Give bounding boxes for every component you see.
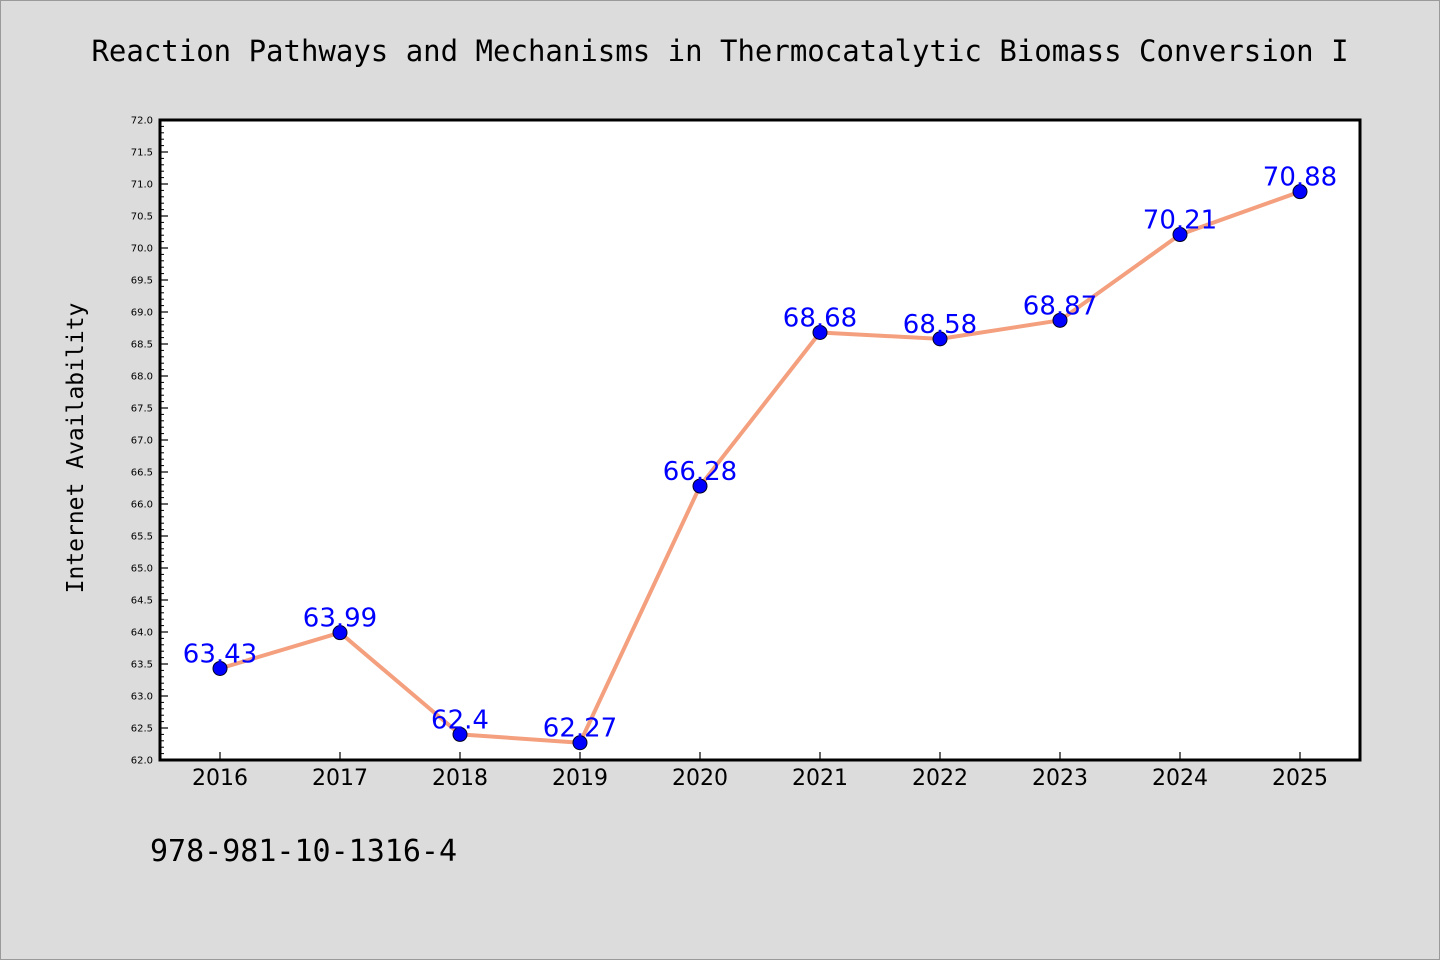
x-tick-label: 2021 <box>792 766 848 791</box>
data-label: 66.28 <box>663 457 737 487</box>
chart-title: Reaction Pathways and Mechanisms in Ther… <box>91 34 1349 68</box>
y-tick-label: 66.0 <box>131 500 153 511</box>
y-tick-label: 64.5 <box>131 596 153 607</box>
x-tick-label: 2018 <box>432 766 488 791</box>
data-point <box>692 478 708 494</box>
data-point <box>332 625 348 641</box>
data-point <box>1172 227 1188 243</box>
data-point <box>1292 184 1308 200</box>
data-point <box>932 331 948 347</box>
data-label: 68.87 <box>1023 291 1097 321</box>
data-label: 63.43 <box>183 639 257 669</box>
y-tick-label: 69.0 <box>131 308 153 319</box>
data-point <box>812 324 828 340</box>
data-label: 70.21 <box>1143 206 1217 236</box>
y-tick-label: 71.0 <box>131 180 153 191</box>
x-tick-label: 2017 <box>312 766 368 791</box>
y-tick-label: 65.0 <box>131 564 153 575</box>
x-tick-label: 2023 <box>1032 766 1088 791</box>
data-point <box>212 660 228 676</box>
y-tick-label: 64.0 <box>131 628 153 639</box>
y-tick-label: 71.5 <box>131 148 153 159</box>
data-point <box>452 726 468 742</box>
y-tick-label: 69.5 <box>131 276 153 287</box>
data-point <box>1052 312 1068 328</box>
data-label: 68.58 <box>903 310 977 340</box>
plot-frame <box>158 118 1362 762</box>
isbn-text: 978-981-10-1316-4 <box>150 834 458 869</box>
y-tick-label: 65.5 <box>131 532 153 543</box>
data-label: 62.27 <box>543 714 617 744</box>
y-tick-label: 62.5 <box>131 724 153 735</box>
y-tick-label: 70.5 <box>131 212 153 223</box>
data-label: 62.4 <box>431 705 489 735</box>
x-tick-label: 2022 <box>912 766 968 791</box>
y-tick-label: 63.5 <box>131 660 153 671</box>
y-tick-label: 62.0 <box>131 756 153 767</box>
plot-area <box>160 120 1360 760</box>
y-tick-label: 63.0 <box>131 692 153 703</box>
y-tick-label: 66.5 <box>131 468 153 479</box>
x-tick-label: 2016 <box>192 766 248 791</box>
data-label: 68.68 <box>783 303 857 333</box>
y-tick-label: 68.5 <box>131 340 153 351</box>
data-point <box>572 735 588 751</box>
data-label: 63.99 <box>303 604 377 634</box>
data-label: 70.88 <box>1263 163 1337 193</box>
x-tick-label: 2024 <box>1152 766 1208 791</box>
y-tick-label: 72.0 <box>131 116 153 127</box>
y-tick-label: 68.0 <box>131 372 153 383</box>
x-tick-label: 2020 <box>672 766 728 791</box>
y-tick-label: 70.0 <box>131 244 153 255</box>
y-tick-label: 67.0 <box>131 436 153 447</box>
x-tick-label: 2019 <box>552 766 608 791</box>
x-tick-label: 2025 <box>1272 766 1328 791</box>
y-tick-label: 67.5 <box>131 404 153 415</box>
series-line <box>218 189 1302 745</box>
